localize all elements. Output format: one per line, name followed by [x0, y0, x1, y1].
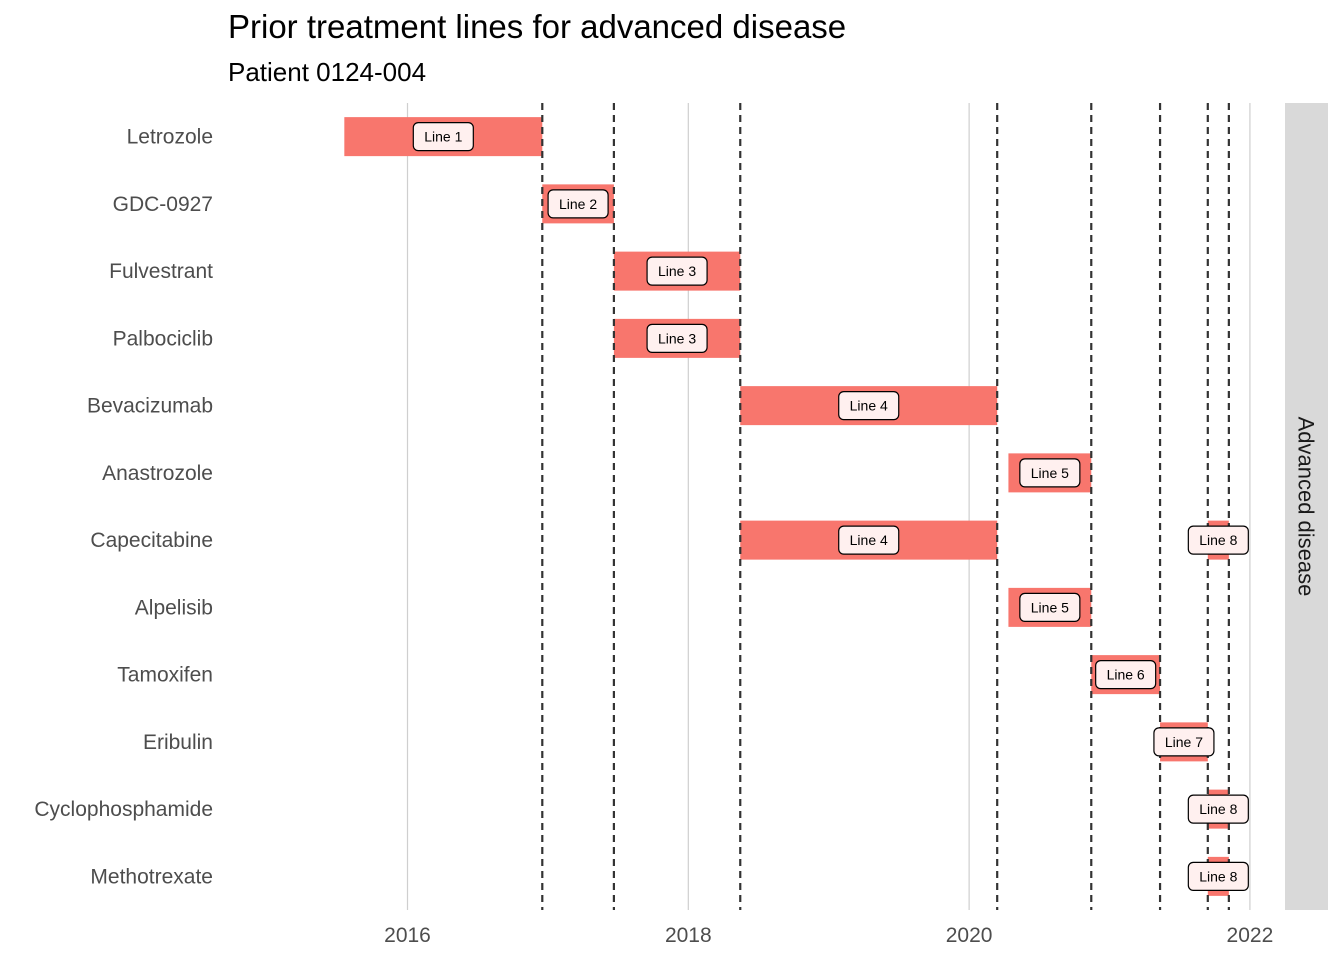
line-label-box	[1019, 458, 1081, 488]
y-axis-label: Letrozole	[127, 126, 213, 149]
line-label: Line 3	[646, 256, 708, 286]
line-label-text: Line 8	[1199, 868, 1237, 884]
line-label-box	[1187, 794, 1249, 824]
facet-strip-background	[1285, 103, 1328, 910]
line-label-text: Line 8	[1199, 801, 1237, 817]
line-label: Line 5	[1019, 592, 1081, 622]
line-label-text: Line 3	[658, 263, 696, 279]
line-label-box	[1187, 525, 1249, 555]
y-axis-label: Methotrexate	[90, 865, 213, 888]
line-change-markers	[541, 103, 1230, 910]
y-axis-label: Anastrozole	[102, 462, 213, 485]
line-label: Line 8	[1187, 525, 1249, 555]
facet-strip-label: Advanced disease	[1294, 417, 1319, 597]
y-axis-label: Capecitabine	[90, 529, 213, 552]
y-axis-label: Alpelisib	[135, 596, 213, 619]
line-label-box	[1187, 861, 1249, 891]
line-label: Line 8	[1187, 861, 1249, 891]
y-axis-label: Palbociclib	[113, 327, 213, 350]
x-axis-label: 2016	[384, 924, 431, 947]
x-axis-label: 2020	[946, 924, 993, 947]
line-label-box	[547, 189, 609, 219]
treatment-bars	[344, 117, 1229, 896]
y-axis-label: Eribulin	[143, 731, 213, 754]
x-axis-label: 2022	[1227, 924, 1274, 947]
line-label-box	[838, 525, 900, 555]
line-label-box	[412, 122, 474, 152]
line-label: Line 5	[1019, 458, 1081, 488]
x-axis-label: 2018	[665, 924, 712, 947]
line-label-text: Line 3	[658, 330, 696, 346]
line-label-box	[1095, 660, 1157, 690]
line-label-text: Line 6	[1107, 667, 1145, 683]
y-axis-label: Tamoxifen	[117, 664, 213, 687]
facet-strip: Advanced disease	[1285, 103, 1328, 910]
line-label-text: Line 8	[1199, 532, 1237, 548]
x-gridlines	[406, 103, 1251, 910]
chart-subtitle: Patient 0124-004	[228, 57, 427, 87]
y-axis-label: GDC-0927	[113, 193, 213, 216]
y-axis-labels: Letrozole GDC-0927 Fulvestrant Palbociclib B…	[34, 126, 213, 889]
line-label: Line 3	[646, 323, 708, 353]
line-label-box	[1019, 592, 1081, 622]
line-label: Line 6	[1095, 660, 1157, 690]
y-axis-label: Cyclophosphamide	[34, 798, 213, 821]
line-label: Line 4	[838, 391, 900, 421]
y-axis-label: Bevacizumab	[87, 395, 213, 418]
line-label-text: Line 4	[850, 532, 888, 548]
line-label: Line 7	[1153, 727, 1215, 757]
line-labels: Line 1 Line 2 Line 3 Line 3 Line 4 Line 5 Line…	[412, 122, 1249, 891]
line-label-text: Line 5	[1031, 599, 1069, 615]
line-label-text: Line 1	[424, 129, 462, 145]
line-label: Line 4	[838, 525, 900, 555]
line-label-text: Line 7	[1165, 734, 1203, 750]
line-label-text: Line 4	[850, 398, 888, 414]
chart-title: Prior treatment lines for advanced disea…	[228, 8, 847, 45]
line-label-box	[646, 256, 708, 286]
line-label-text: Line 5	[1031, 465, 1069, 481]
line-label: Line 1	[412, 122, 474, 152]
x-axis-labels: 2016 2018 2020 2022	[384, 924, 1273, 947]
line-label-text: Line 2	[559, 196, 597, 212]
line-label: Line 2	[547, 189, 609, 219]
y-axis-label: Fulvestrant	[109, 260, 213, 283]
line-label-box	[646, 323, 708, 353]
line-label-box	[1153, 727, 1215, 757]
line-label: Line 8	[1187, 794, 1249, 824]
line-label-box	[838, 391, 900, 421]
